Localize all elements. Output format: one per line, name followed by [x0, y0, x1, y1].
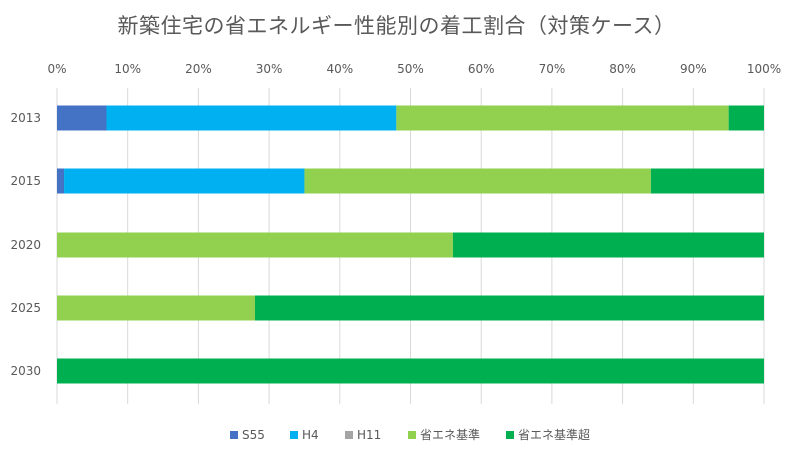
legend-label: S55 [242, 428, 265, 442]
x-tick-label: 70% [539, 62, 566, 76]
bar-segment [650, 168, 764, 194]
bar-segment [728, 105, 764, 131]
legend-label: 省エネ基準 [420, 427, 480, 442]
bar-segment [304, 168, 651, 194]
bar-segment [57, 358, 764, 384]
y-tick-label: 2013 [10, 111, 41, 125]
y-tick-label: 2020 [10, 238, 41, 252]
y-tick-label: 2030 [10, 364, 41, 378]
bar-segment [57, 105, 107, 131]
y-tick-label: 2025 [10, 301, 41, 315]
y-tick-label: 2015 [10, 174, 41, 188]
x-tick-label: 40% [326, 62, 353, 76]
bar-segment [57, 295, 255, 321]
bar-segment [452, 232, 764, 258]
legend-swatch [230, 431, 238, 439]
legend-swatch [506, 431, 514, 439]
x-tick-label: 30% [256, 62, 283, 76]
x-tick-label: 90% [680, 62, 707, 76]
bar-segment [254, 295, 764, 321]
chart-title: 新築住宅の省エネルギー性能別の着工割合（対策ケース） [117, 14, 676, 38]
legend-swatch [408, 431, 416, 439]
bar-segment [396, 105, 729, 131]
x-tick-label: 100% [747, 62, 781, 76]
legend-label: 省エネ基準超 [518, 427, 590, 442]
bar-segment [57, 168, 65, 194]
x-tick-label: 50% [397, 62, 424, 76]
bar-segment [57, 232, 453, 258]
x-tick-label: 10% [114, 62, 141, 76]
x-tick-label: 80% [609, 62, 636, 76]
legend-swatch [345, 431, 353, 439]
bar-segment [106, 105, 397, 131]
legend-label: H4 [302, 428, 319, 442]
x-tick-label: 0% [47, 62, 66, 76]
x-tick-label: 20% [185, 62, 212, 76]
bar-segment [64, 168, 305, 194]
x-tick-label: 60% [468, 62, 495, 76]
legend-label: H11 [357, 428, 381, 442]
legend-swatch [290, 431, 298, 439]
